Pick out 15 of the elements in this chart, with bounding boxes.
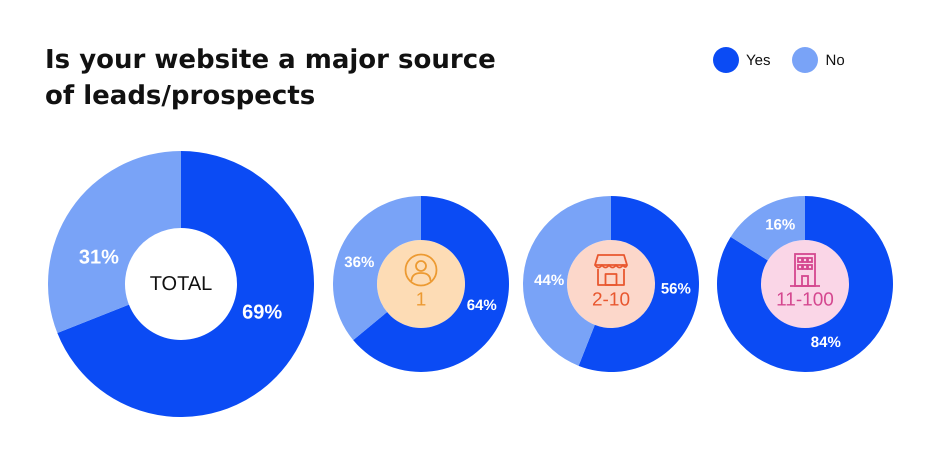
legend-label: Yes bbox=[746, 52, 770, 68]
data-label: 84% bbox=[810, 334, 841, 351]
text: 1 bbox=[416, 290, 426, 310]
data-label: 69% bbox=[242, 302, 282, 324]
text: TOTAL bbox=[150, 273, 212, 295]
data-label: 56% bbox=[660, 280, 691, 298]
text: 2-10 bbox=[592, 290, 630, 310]
data-label: 36% bbox=[344, 254, 374, 272]
data-label: 44% bbox=[534, 272, 564, 289]
text: Is your website a major source of leads/prospects bbox=[45, 44, 497, 113]
data-label: 64% bbox=[466, 297, 497, 314]
data-label: 31% bbox=[78, 246, 120, 268]
data-label: 16% bbox=[765, 216, 796, 234]
legend-label: No bbox=[825, 52, 845, 68]
text: 11-100 bbox=[776, 290, 834, 310]
